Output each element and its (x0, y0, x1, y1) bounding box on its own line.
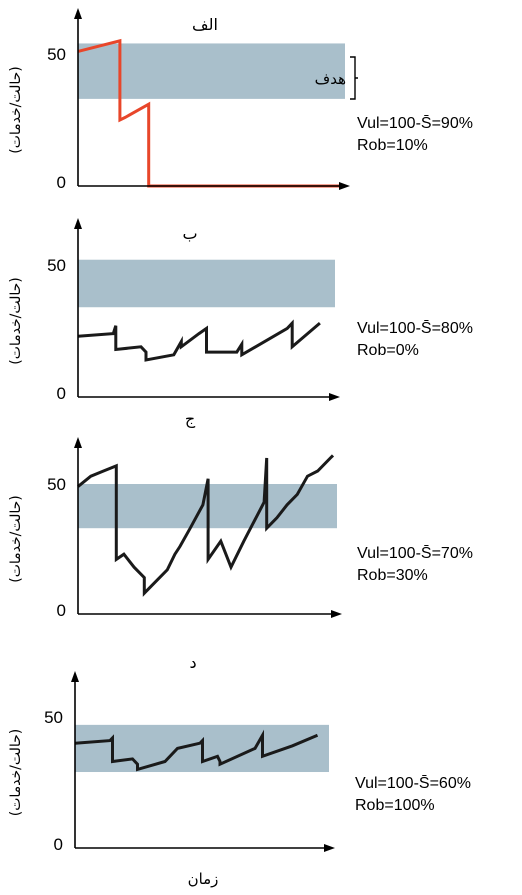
target-label: هدف (315, 70, 346, 88)
metric-rob: Rob=100% (355, 797, 435, 814)
panel-title: ج (185, 409, 196, 429)
ytick-label-50: 50 (47, 45, 66, 64)
target-bracket (350, 56, 358, 100)
panel-jim: 50 0 (حالت/خدمات) ج Vul=100-S̄=70% Rob=3… (8, 409, 473, 620)
ytick-label-0: 0 (57, 384, 66, 403)
panel-title: د (189, 653, 196, 672)
ytick-label-50: 50 (44, 708, 63, 727)
x-axis-arrow (339, 182, 350, 190)
panel-be: 50 0 (حالت/خدمات) ب Vul=100-S̄=80% Rob=0… (8, 218, 473, 403)
metric-vul: Vul=100-S̄=70% (357, 545, 473, 562)
metric-vul: Vul=100-S̄=90% (357, 115, 473, 132)
series-line (77, 454, 335, 597)
metric-rob: Rob=0% (357, 342, 419, 359)
y-axis-label: (حالت/خدمات) (8, 729, 24, 817)
panel-dal: 50 0 (حالت/خدمات) د Vul=100-S̄=60% Rob=1… (8, 653, 471, 854)
y-axis-arrow (74, 8, 82, 19)
metric-rob: Rob=30% (357, 567, 428, 584)
series-line (74, 729, 319, 772)
panel-title: ب (182, 224, 197, 243)
metric-vul: Vul=100-S̄=80% (357, 320, 473, 337)
x-axis-arrow (329, 393, 340, 401)
y-axis-label: (حالت/خدمات) (8, 66, 24, 154)
metric-rob: Rob=10% (357, 137, 428, 154)
ytick-label-0: 0 (57, 173, 66, 192)
ytick-label-50: 50 (47, 256, 66, 275)
series-line (77, 319, 321, 362)
target-band (78, 43, 345, 99)
y-axis-label: (حالت/خدمات) (8, 277, 24, 365)
panel-alef: 50 0 (حالت/خدمات) الف Vul=100-S̄=90% Rob… (8, 8, 473, 192)
ytick-label-50: 50 (47, 475, 66, 494)
x-axis-label: زمان (188, 870, 219, 888)
target-band (78, 259, 335, 308)
x-axis-arrow (331, 610, 342, 618)
metric-vul: Vul=100-S̄=60% (355, 775, 471, 792)
y-axis-label: (حالت/خدمات) (8, 495, 24, 583)
y-axis-arrow (74, 218, 82, 229)
panel-title: الف (192, 15, 218, 34)
y-axis-arrow (74, 437, 82, 448)
ytick-label-0: 0 (54, 835, 63, 854)
y-axis-arrow (71, 671, 79, 682)
ytick-label-0: 0 (57, 601, 66, 620)
x-axis-arrow (324, 844, 335, 852)
target-annotation: هدف (315, 56, 358, 100)
